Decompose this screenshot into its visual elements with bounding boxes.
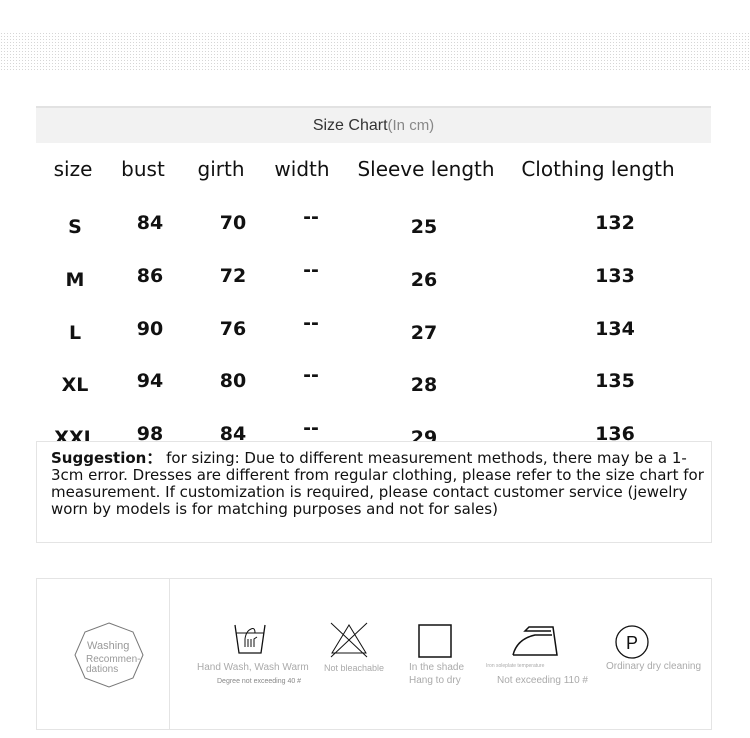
table-cell: -- — [303, 417, 319, 439]
suggestion-label: Suggestion： — [51, 449, 162, 467]
iron-label: Not exceeding 110 # — [497, 675, 588, 686]
size-chart-unit: (In cm) — [387, 117, 435, 134]
column-header: Sleeve length — [357, 157, 495, 181]
shade-dry-label: In the shade — [409, 662, 465, 673]
table-cell: 70 — [219, 212, 247, 234]
table-cell: S — [68, 216, 82, 238]
hand-wash-icon — [234, 624, 266, 654]
washing-title-2: Recommen- — [86, 654, 141, 665]
iron-sublabel: Iron soleplate temperature — [486, 663, 545, 669]
table-cell: -- — [303, 312, 319, 334]
table-cell: 86 — [136, 265, 164, 287]
table-cell: 132 — [595, 212, 635, 234]
suggestion-text: for sizing: Due to different measurement… — [51, 449, 704, 518]
table-cell: 98 — [136, 423, 164, 445]
table-cell: 26 — [410, 269, 438, 291]
column-header: width — [274, 157, 330, 181]
table-cell: 133 — [595, 265, 635, 287]
suggestion-box: Suggestion： for sizing: Due to different… — [36, 441, 712, 543]
octagon-icon — [74, 622, 144, 688]
hand-wash-sublabel: Degree not exceeding 40 # — [217, 678, 302, 685]
table-cell: 134 — [595, 318, 635, 340]
table-cell: -- — [303, 364, 319, 386]
table-cell: 76 — [219, 318, 247, 340]
washing-panel: Washing Recommen- dations Hand Wash, Was… — [36, 578, 712, 730]
iron-icon — [512, 626, 558, 656]
washing-title: Washing — [87, 640, 130, 652]
dotted-band — [0, 32, 750, 72]
table-cell: -- — [303, 206, 319, 228]
column-header: Clothing length — [521, 157, 675, 181]
washing-title-3: dations — [86, 664, 119, 675]
shade-dry-icon — [418, 624, 452, 658]
table-cell: 135 — [595, 370, 635, 392]
shade-dry-sublabel: Hang to dry — [409, 675, 461, 686]
table-cell: M — [65, 269, 85, 291]
size-chart-header: Size Chart(In cm) — [36, 106, 711, 143]
column-header: size — [53, 157, 93, 181]
divider — [169, 579, 170, 729]
table-cell: L — [68, 322, 82, 344]
table-cell: 28 — [410, 374, 438, 396]
column-header: bust — [121, 157, 165, 181]
table-cell: -- — [303, 259, 319, 281]
table-cell: 94 — [136, 370, 164, 392]
table-cell: 136 — [595, 423, 635, 445]
column-header: girth — [197, 157, 245, 181]
no-bleach-label: Not bleachable — [324, 663, 385, 673]
dry-clean-p-icon: P — [615, 625, 649, 659]
table-cell: 80 — [219, 370, 247, 392]
table-cell: 84 — [136, 212, 164, 234]
table-cell: 27 — [410, 322, 438, 344]
table-cell: 25 — [410, 216, 438, 238]
table-cell: 90 — [136, 318, 164, 340]
hand-wash-label: Hand Wash, Wash Warm — [197, 662, 309, 673]
table-cell: 72 — [219, 265, 247, 287]
no-bleach-icon — [330, 622, 368, 658]
dry-clean-label: Ordinary dry cleaning — [606, 661, 702, 672]
table-cell: 84 — [219, 423, 247, 445]
size-chart-title: Size Chart — [312, 117, 388, 134]
table-cell: XL — [61, 374, 89, 396]
svg-text:P: P — [626, 633, 638, 653]
